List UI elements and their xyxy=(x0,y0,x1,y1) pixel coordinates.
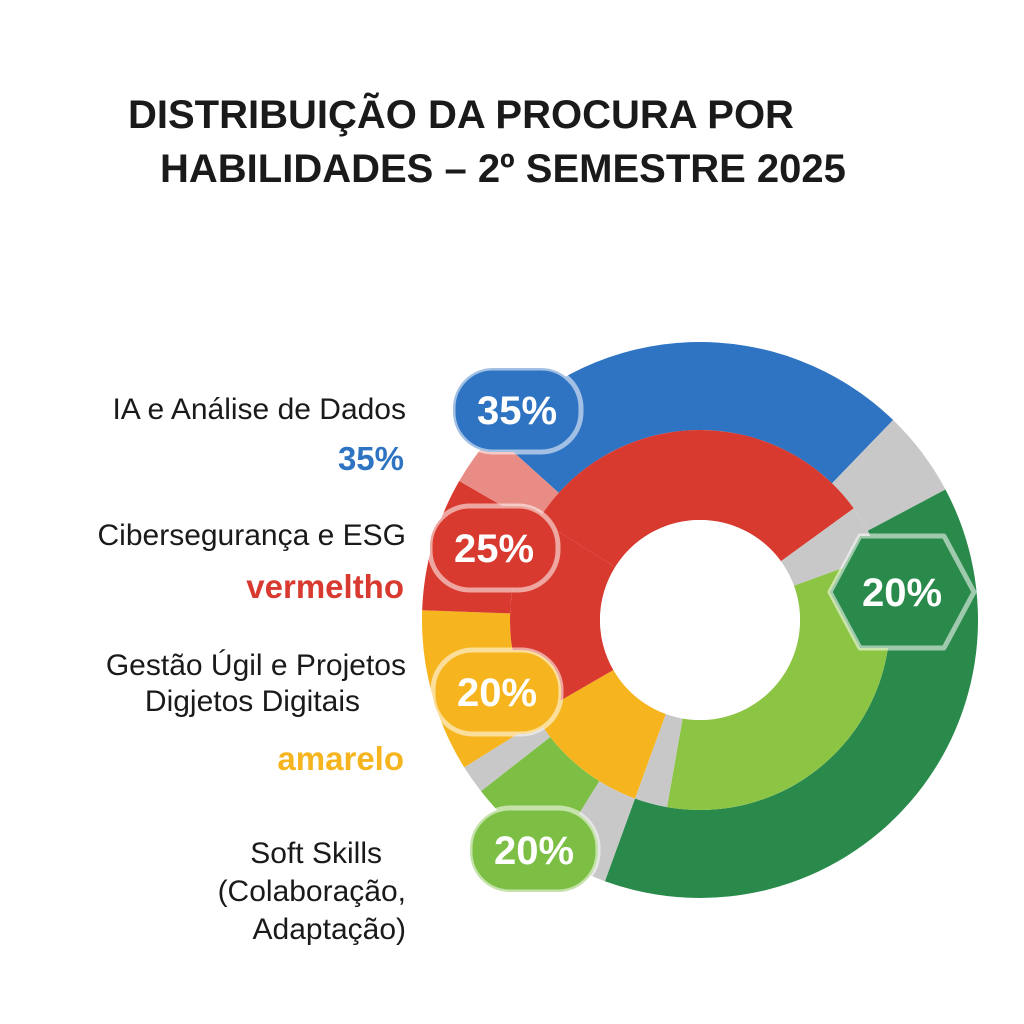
chart-title-line-1: DISTRIBUIÇÃO DA PROCURA POR xyxy=(128,93,794,137)
legend-value-ciberseguranca: vermeltho xyxy=(246,568,404,605)
legend-label-soft-skills-line-3: Adaptação) xyxy=(252,913,406,946)
slice-outer-ia xyxy=(493,341,894,493)
slice-outer-ciberseguranca-fade xyxy=(459,433,559,525)
chart-title: DISTRIBUIÇÃO DA PROCURA POR HABILIDADES … xyxy=(0,88,1024,196)
legend-label-gestao-line-1: Gestão Úgil e Projetos xyxy=(105,649,406,682)
chart-title-line-2: HABILIDADES – 2º SEMESTRE 2025 xyxy=(160,147,846,191)
svg-text:20%: 20% xyxy=(862,571,942,615)
legend-label-soft-skills-line-1: Soft Skills xyxy=(250,837,382,870)
data-label-gestao: 20% xyxy=(430,647,564,737)
legend-label-gestao-line-2: Digjetos Digitais xyxy=(144,685,360,718)
slice-separator-3 xyxy=(464,720,551,792)
slice-inner-yellow xyxy=(535,670,666,799)
legend-value-ia: 35% xyxy=(337,440,404,477)
svg-text:20%: 20% xyxy=(457,671,537,715)
donut-hole xyxy=(600,520,800,720)
legend-value-gestao: amarelo xyxy=(277,740,404,777)
data-label-soft-skills: 20% xyxy=(467,805,601,895)
slice-inner-red xyxy=(538,430,854,568)
slice-inner-separator-1 xyxy=(780,508,879,586)
data-label-green: 20% xyxy=(827,533,977,651)
slice-outer-green xyxy=(604,489,978,898)
slice-inner-separator-2 xyxy=(635,713,683,808)
slice-inner-light-green xyxy=(667,555,891,810)
svg-text:20%: 20% xyxy=(494,829,574,873)
data-label-ia: 35% xyxy=(450,365,584,455)
svg-text:35%: 35% xyxy=(477,389,557,433)
data-label-ciberseguranca: 25% xyxy=(427,503,561,593)
legend-label-ciberseguranca: Cibersegurança e ESG xyxy=(97,519,407,552)
svg-text:25%: 25% xyxy=(454,527,534,571)
legend-label-soft-skills-line-2: (Colaboração, xyxy=(217,875,406,908)
slice-separator-1 xyxy=(831,420,946,531)
legend-label-ia: IA e Análise de Dados xyxy=(112,393,406,426)
